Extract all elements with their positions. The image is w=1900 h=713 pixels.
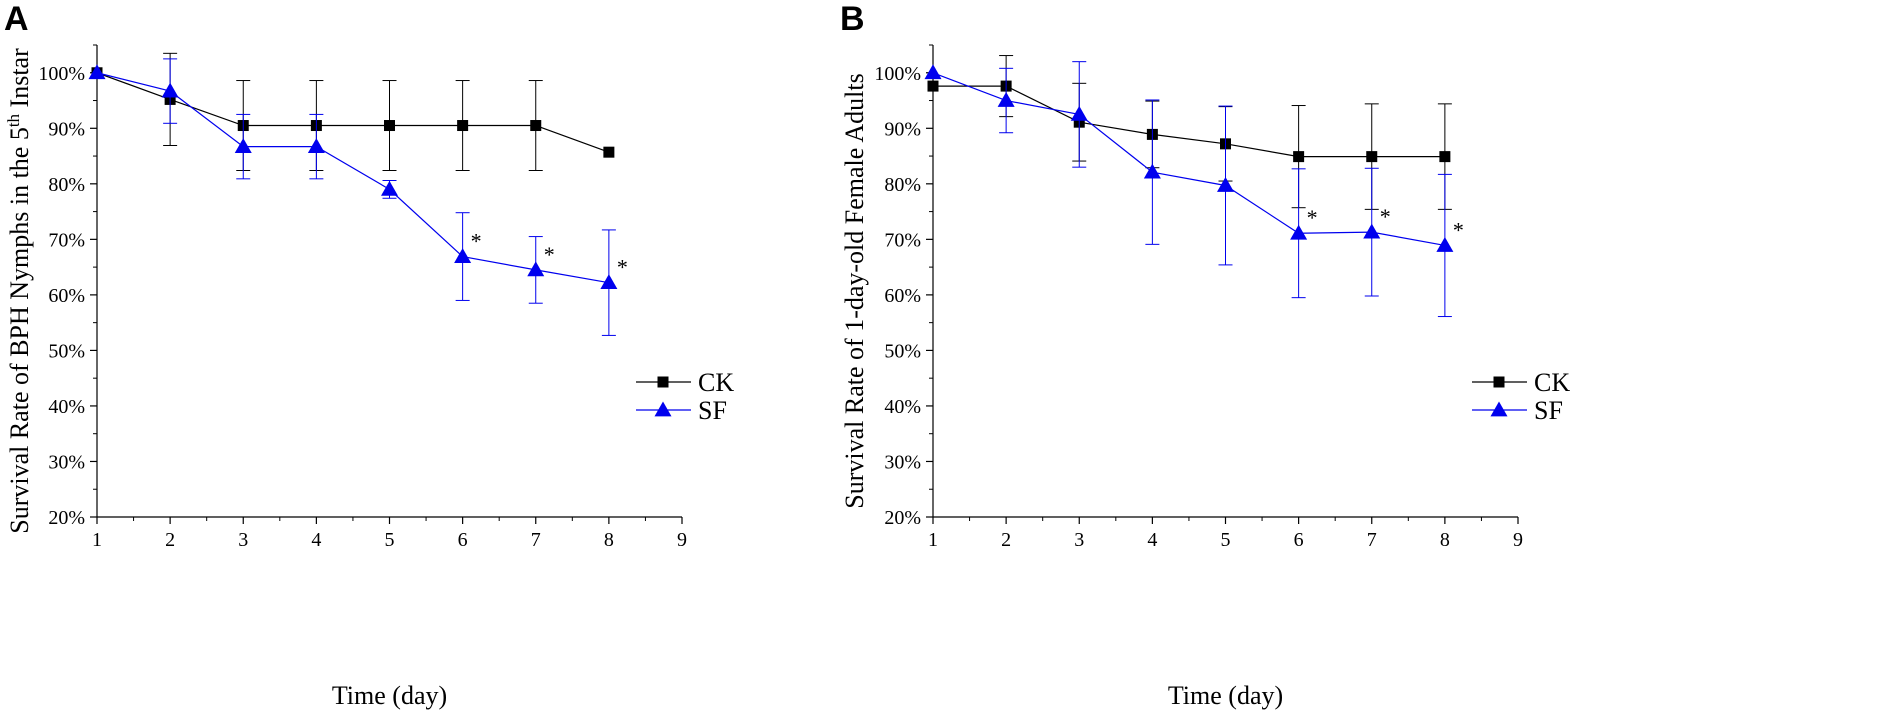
x-tick-label: 2 bbox=[165, 529, 175, 551]
x-tick-label: 3 bbox=[238, 529, 248, 551]
significance-marker: * bbox=[544, 242, 555, 267]
y-axis-title: Survival Rate of 1-day-old Female Adults bbox=[840, 73, 869, 508]
y-tick-label: 30% bbox=[884, 451, 921, 473]
y-tick-label: 20% bbox=[884, 507, 921, 529]
data-point-sf bbox=[234, 138, 252, 153]
legend-marker bbox=[1490, 401, 1508, 417]
y-tick-label: 60% bbox=[48, 285, 85, 307]
legend-label: SF bbox=[1534, 396, 1563, 425]
x-tick-label: 2 bbox=[1001, 529, 1011, 551]
data-point-sf bbox=[924, 64, 942, 80]
x-tick-label: 1 bbox=[92, 529, 102, 551]
data-point-sf bbox=[1436, 236, 1454, 252]
panel-a: A 20% 30% 40% 50% 60% 70% 80% 90% 100% 1 2 3 4 5 6 7 8 9 Ti… bbox=[4, 0, 735, 710]
data-point-sf bbox=[381, 180, 398, 196]
y-tick-label: 60% bbox=[884, 285, 921, 307]
y-tick-label: 70% bbox=[48, 229, 85, 251]
x-tick-label: 1 bbox=[928, 529, 938, 551]
x-tick-label: 3 bbox=[1074, 529, 1084, 551]
x-tick-label: 9 bbox=[677, 529, 687, 551]
x-tick-label: 8 bbox=[1440, 529, 1450, 551]
data-point-sf bbox=[1070, 105, 1088, 121]
x-axis-title: Time (day) bbox=[1168, 681, 1283, 710]
data-point-sf bbox=[1217, 176, 1234, 192]
x-tick-label: 9 bbox=[1513, 529, 1523, 551]
significance-marker: * bbox=[1307, 205, 1318, 230]
x-tick-label: 7 bbox=[1367, 529, 1377, 551]
y-axis-title: Survival Rate of BPH Nymphs in the 5th I… bbox=[4, 48, 35, 534]
legend-marker bbox=[1493, 376, 1505, 388]
data-point-sf bbox=[997, 92, 1015, 107]
significance-marker: * bbox=[1453, 217, 1464, 242]
data-point-ck bbox=[1439, 151, 1451, 163]
y-tick-label: 40% bbox=[884, 396, 921, 418]
y-axis-title-part: th bbox=[4, 113, 23, 127]
series-line-sf bbox=[932, 72, 1445, 247]
x-tick-label: 5 bbox=[1221, 529, 1231, 551]
x-tick-label: 4 bbox=[1147, 529, 1157, 551]
y-tick-label: 90% bbox=[48, 118, 85, 140]
data-point-sf bbox=[600, 274, 618, 290]
data-point-sf bbox=[1290, 224, 1308, 240]
panel-letter: B bbox=[840, 0, 865, 38]
legend-label: SF bbox=[698, 396, 727, 425]
y-tick-label: 40% bbox=[48, 396, 85, 418]
x-axis-title: Time (day) bbox=[332, 681, 447, 710]
x-tick-label: 8 bbox=[604, 529, 614, 551]
y-axis-title-part: Instar bbox=[5, 48, 34, 114]
legend-label: CK bbox=[1534, 368, 1570, 397]
data-point-ck bbox=[384, 120, 395, 132]
data-point-ck bbox=[927, 80, 939, 92]
significance-marker: * bbox=[1380, 204, 1391, 229]
y-tick-label: 70% bbox=[884, 229, 921, 251]
y-tick-label: 30% bbox=[48, 451, 85, 473]
y-tick-label: 90% bbox=[884, 118, 921, 140]
y-axis-title-part: Survival Rate of BPH Nymphs in the 5 bbox=[5, 127, 34, 534]
legend-marker bbox=[657, 376, 669, 388]
data-point-sf bbox=[307, 138, 325, 153]
panel-letter: A bbox=[4, 0, 29, 38]
data-point-sf bbox=[1143, 163, 1161, 179]
legend-marker bbox=[654, 401, 672, 417]
data-point-ck bbox=[457, 120, 469, 132]
data-point-sf bbox=[527, 261, 545, 277]
y-tick-label: 100% bbox=[874, 63, 921, 85]
series-line-sf bbox=[96, 72, 609, 284]
legend-label: CK bbox=[698, 368, 734, 397]
y-tick-label: 50% bbox=[48, 340, 85, 362]
data-point-sf bbox=[88, 64, 106, 80]
data-point-sf bbox=[161, 82, 179, 98]
series-line-ck bbox=[96, 72, 610, 153]
x-tick-label: 7 bbox=[531, 529, 541, 551]
panel-b: B 20% 30% 40% 50% 60% 70% 80% 90% 100% 1 2 3 4 5 6 7 8 9 Ti… bbox=[840, 0, 1570, 710]
y-tick-label: 80% bbox=[48, 174, 85, 196]
significance-marker: * bbox=[471, 229, 482, 254]
y-tick-label: 100% bbox=[38, 63, 85, 85]
data-point-ck bbox=[1293, 151, 1305, 163]
x-tick-label: 6 bbox=[1294, 529, 1304, 551]
data-point-ck bbox=[1366, 151, 1378, 163]
data-point-ck bbox=[530, 120, 542, 132]
x-tick-label: 5 bbox=[385, 529, 395, 551]
y-tick-label: 50% bbox=[884, 340, 921, 362]
data-point-sf bbox=[1363, 223, 1381, 239]
y-axis-title-part: Survival Rate of 1-day-old Female Adults bbox=[840, 73, 869, 508]
x-tick-label: 4 bbox=[311, 529, 321, 551]
y-tick-label: 80% bbox=[884, 174, 921, 196]
y-tick-label: 20% bbox=[48, 507, 85, 529]
significance-marker: * bbox=[617, 255, 628, 280]
x-tick-label: 6 bbox=[458, 529, 468, 551]
data-point-ck bbox=[603, 146, 615, 158]
data-point-sf bbox=[454, 248, 472, 263]
series-line-ck bbox=[933, 85, 1445, 158]
